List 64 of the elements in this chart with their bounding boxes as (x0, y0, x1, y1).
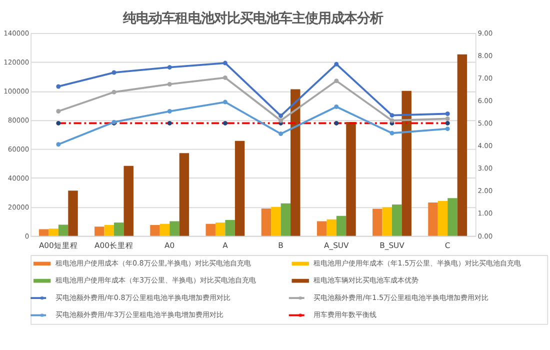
point (56, 109, 61, 114)
bar (68, 190, 78, 236)
point (167, 65, 172, 70)
bar (290, 89, 300, 236)
x-tick-label: A00短里程 (38, 240, 78, 250)
point (445, 126, 450, 132)
bar (124, 166, 134, 236)
point (278, 118, 284, 123)
point (390, 130, 394, 136)
point (390, 113, 394, 118)
x-tick-label: B_SUV (380, 240, 406, 250)
bar (234, 140, 245, 236)
bar (316, 221, 327, 236)
bar (160, 224, 170, 236)
bar (280, 203, 291, 236)
bar (271, 206, 281, 236)
point (112, 70, 116, 75)
bar (206, 224, 216, 236)
point (112, 90, 116, 94)
x-tick-label: A00长里程 (94, 240, 134, 250)
point (56, 84, 61, 89)
bar (58, 224, 68, 236)
point (222, 75, 228, 80)
bar (261, 208, 272, 236)
point (334, 62, 339, 66)
point (334, 78, 339, 84)
point (167, 82, 172, 86)
bar (179, 153, 190, 236)
x-tick-label: A0 (164, 240, 175, 250)
point (167, 109, 172, 114)
x-tick-label: C (444, 240, 450, 250)
bar (372, 208, 382, 236)
bar (428, 202, 438, 236)
x-tick-label: A (222, 240, 229, 250)
bar (150, 225, 160, 236)
point (334, 104, 339, 110)
x-tick-label: B (278, 240, 284, 250)
bar (336, 216, 346, 236)
bar (104, 225, 114, 236)
bar (326, 219, 336, 236)
bar (48, 228, 58, 236)
bar (94, 226, 104, 236)
bar (448, 198, 458, 236)
bar (392, 204, 402, 236)
point (56, 142, 61, 147)
bar (170, 221, 180, 236)
point (222, 100, 228, 104)
point (445, 112, 450, 116)
bar (402, 90, 412, 236)
bar (38, 229, 49, 236)
bar (457, 54, 468, 236)
bar (114, 222, 124, 236)
chart-title: 纯电动车租电池对比买电池车主使用成本分析 (122, 10, 383, 27)
bar (346, 122, 356, 236)
point (278, 132, 284, 136)
point (222, 60, 228, 66)
point (278, 114, 284, 118)
point (390, 118, 394, 123)
bar (225, 220, 235, 236)
bar (438, 200, 448, 236)
x-tick-label: A_SUV (324, 240, 350, 250)
point (445, 116, 450, 121)
bar (215, 222, 226, 236)
bar (382, 207, 392, 236)
